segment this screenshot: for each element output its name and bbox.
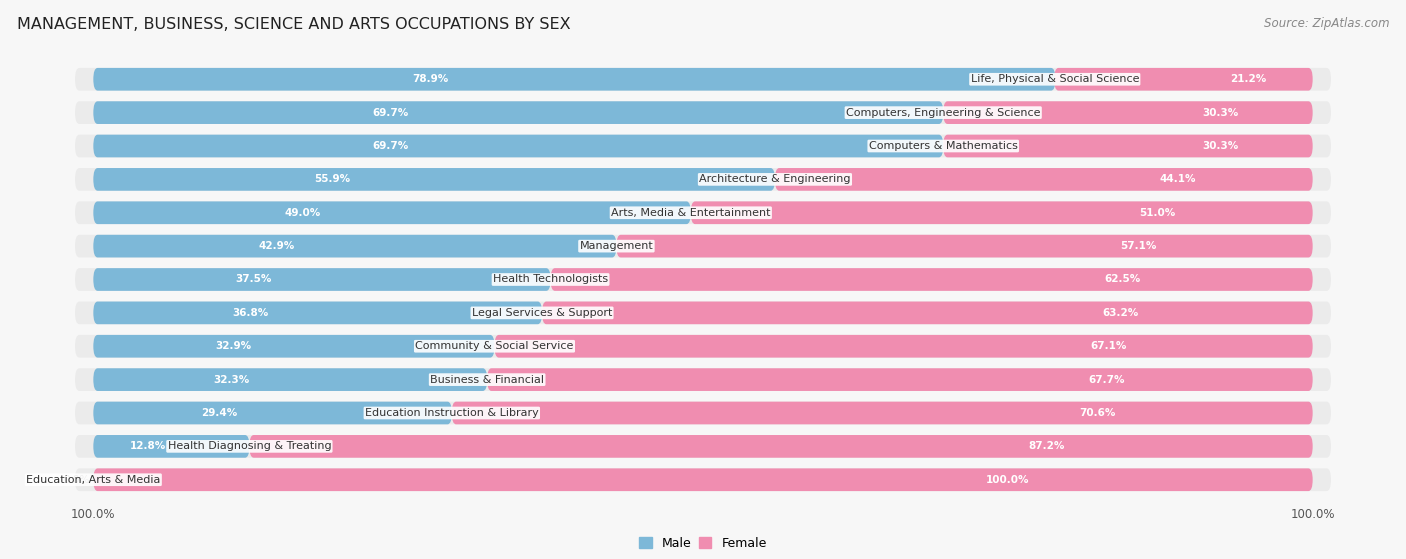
Text: 30.3%: 30.3% — [1202, 141, 1239, 151]
FancyBboxPatch shape — [93, 435, 249, 458]
FancyBboxPatch shape — [543, 301, 1313, 324]
FancyBboxPatch shape — [75, 402, 1331, 424]
Text: Management: Management — [579, 241, 654, 251]
Text: 100.0%: 100.0% — [986, 475, 1029, 485]
FancyBboxPatch shape — [690, 201, 1313, 224]
Text: 63.2%: 63.2% — [1102, 308, 1137, 318]
FancyBboxPatch shape — [75, 168, 1331, 191]
Text: Life, Physical & Social Science: Life, Physical & Social Science — [970, 74, 1139, 84]
Text: Computers & Mathematics: Computers & Mathematics — [869, 141, 1018, 151]
FancyBboxPatch shape — [75, 101, 1331, 124]
FancyBboxPatch shape — [93, 168, 775, 191]
Text: 32.3%: 32.3% — [214, 375, 249, 385]
FancyBboxPatch shape — [93, 135, 943, 157]
Text: 49.0%: 49.0% — [284, 208, 321, 218]
FancyBboxPatch shape — [75, 301, 1331, 324]
Text: 29.4%: 29.4% — [201, 408, 238, 418]
Text: 51.0%: 51.0% — [1139, 208, 1175, 218]
Text: 67.7%: 67.7% — [1088, 375, 1125, 385]
FancyBboxPatch shape — [93, 68, 1056, 91]
FancyBboxPatch shape — [93, 101, 943, 124]
FancyBboxPatch shape — [75, 268, 1331, 291]
Text: MANAGEMENT, BUSINESS, SCIENCE AND ARTS OCCUPATIONS BY SEX: MANAGEMENT, BUSINESS, SCIENCE AND ARTS O… — [17, 17, 571, 32]
Text: Community & Social Service: Community & Social Service — [415, 341, 574, 351]
Text: 30.3%: 30.3% — [1202, 108, 1239, 117]
FancyBboxPatch shape — [75, 335, 1331, 358]
Text: 62.5%: 62.5% — [1104, 274, 1140, 285]
Text: 67.1%: 67.1% — [1090, 341, 1126, 351]
Text: Education, Arts & Media: Education, Arts & Media — [27, 475, 160, 485]
Text: Health Diagnosing & Treating: Health Diagnosing & Treating — [167, 442, 332, 451]
FancyBboxPatch shape — [93, 235, 616, 258]
FancyBboxPatch shape — [93, 402, 451, 424]
Text: 69.7%: 69.7% — [373, 141, 409, 151]
Text: Health Technologists: Health Technologists — [494, 274, 609, 285]
FancyBboxPatch shape — [75, 135, 1331, 157]
Text: 78.9%: 78.9% — [412, 74, 449, 84]
Text: Education Instruction & Library: Education Instruction & Library — [366, 408, 538, 418]
FancyBboxPatch shape — [616, 235, 1313, 258]
FancyBboxPatch shape — [451, 402, 1313, 424]
FancyBboxPatch shape — [75, 468, 1331, 491]
FancyBboxPatch shape — [75, 68, 1331, 91]
FancyBboxPatch shape — [75, 368, 1331, 391]
Text: 12.8%: 12.8% — [129, 442, 166, 451]
FancyBboxPatch shape — [551, 268, 1313, 291]
FancyBboxPatch shape — [93, 335, 495, 358]
Text: 21.2%: 21.2% — [1230, 74, 1267, 84]
Text: 36.8%: 36.8% — [232, 308, 269, 318]
Text: Arts, Media & Entertainment: Arts, Media & Entertainment — [612, 208, 770, 218]
Text: Business & Financial: Business & Financial — [430, 375, 544, 385]
Text: 0.0%: 0.0% — [63, 475, 90, 485]
FancyBboxPatch shape — [249, 435, 1313, 458]
FancyBboxPatch shape — [75, 235, 1331, 258]
Text: 32.9%: 32.9% — [215, 341, 252, 351]
FancyBboxPatch shape — [93, 201, 690, 224]
Text: 70.6%: 70.6% — [1080, 408, 1115, 418]
FancyBboxPatch shape — [495, 335, 1313, 358]
FancyBboxPatch shape — [93, 468, 1313, 491]
Text: Source: ZipAtlas.com: Source: ZipAtlas.com — [1264, 17, 1389, 30]
Legend: Male, Female: Male, Female — [634, 532, 772, 555]
Text: 57.1%: 57.1% — [1121, 241, 1157, 251]
FancyBboxPatch shape — [93, 268, 551, 291]
FancyBboxPatch shape — [775, 168, 1313, 191]
FancyBboxPatch shape — [943, 135, 1313, 157]
Text: Computers, Engineering & Science: Computers, Engineering & Science — [846, 108, 1040, 117]
Text: Architecture & Engineering: Architecture & Engineering — [699, 174, 851, 184]
FancyBboxPatch shape — [486, 368, 1313, 391]
Text: 87.2%: 87.2% — [1029, 442, 1066, 451]
Text: 37.5%: 37.5% — [235, 274, 271, 285]
FancyBboxPatch shape — [943, 101, 1313, 124]
FancyBboxPatch shape — [75, 201, 1331, 224]
Text: 44.1%: 44.1% — [1160, 174, 1197, 184]
Text: 55.9%: 55.9% — [314, 174, 350, 184]
FancyBboxPatch shape — [1054, 68, 1313, 91]
FancyBboxPatch shape — [75, 435, 1331, 458]
Text: Legal Services & Support: Legal Services & Support — [472, 308, 612, 318]
Text: 42.9%: 42.9% — [259, 241, 294, 251]
Text: 69.7%: 69.7% — [373, 108, 409, 117]
FancyBboxPatch shape — [93, 301, 543, 324]
FancyBboxPatch shape — [93, 368, 486, 391]
